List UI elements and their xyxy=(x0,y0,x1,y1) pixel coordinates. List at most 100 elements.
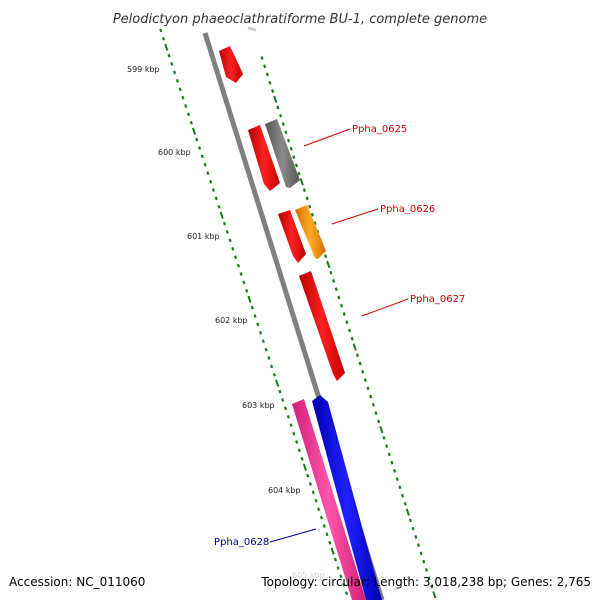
minor-tick xyxy=(345,320,349,325)
minor-tick xyxy=(398,485,402,490)
minor-tick xyxy=(178,87,182,92)
minor-tick xyxy=(206,171,210,176)
minor-tick xyxy=(258,330,263,335)
minor-tick xyxy=(228,238,232,243)
gene-label-ppha-0628[interactable]: Ppha_0628 xyxy=(214,537,269,548)
tick-label: 602 kbp xyxy=(215,316,248,325)
minor-tick xyxy=(311,490,315,495)
major-tick xyxy=(275,379,280,387)
gene-features xyxy=(219,46,382,600)
minor-tick xyxy=(314,498,318,503)
minor-tick xyxy=(390,460,394,465)
minor-tick xyxy=(265,72,269,77)
minor-tick xyxy=(305,196,309,201)
minor-tick xyxy=(324,254,328,259)
minor-tick xyxy=(344,591,349,596)
minor-tick xyxy=(283,406,288,411)
minor-tick xyxy=(393,469,397,473)
minor-tick xyxy=(430,584,434,589)
major-tick xyxy=(405,508,410,516)
minor-tick xyxy=(333,557,337,562)
minor-tick xyxy=(281,398,285,402)
minor-tick xyxy=(427,576,431,581)
minor-tick xyxy=(170,62,174,66)
minor-tick xyxy=(300,456,304,461)
minor-tick xyxy=(272,372,276,377)
minor-tick xyxy=(355,353,359,358)
minor-tick xyxy=(222,221,227,226)
gene-red-600[interactable] xyxy=(248,125,280,191)
minor-tick xyxy=(422,559,426,564)
gene-red-599[interactable] xyxy=(219,46,243,83)
minor-tick xyxy=(184,104,188,108)
accession-text: Accession: NC_011060 xyxy=(9,575,145,589)
minor-tick xyxy=(325,532,329,537)
minor-tick xyxy=(264,347,268,352)
major-tick xyxy=(247,295,252,303)
gene-label-ppha-0626[interactable]: Ppha_0626 xyxy=(380,204,435,215)
minor-tick xyxy=(400,493,405,498)
minor-tick xyxy=(308,482,312,486)
minor-tick xyxy=(200,154,204,159)
minor-tick xyxy=(245,288,249,293)
minor-tick xyxy=(256,322,260,327)
minor-tick xyxy=(387,452,391,457)
gene-ppha-0627[interactable] xyxy=(299,271,345,381)
gene-red-601[interactable] xyxy=(278,210,306,263)
outer-tick-ring xyxy=(260,56,437,599)
summary-text: Topology: circular; Length: 3,018,238 bp… xyxy=(260,575,591,589)
minor-tick xyxy=(347,328,352,333)
minor-tick xyxy=(175,78,179,83)
minor-tick xyxy=(286,414,290,419)
minor-tick xyxy=(292,431,296,436)
tick-labels: 599 kbp 600 kbp 601 kbp 602 kbp 603 kbp … xyxy=(127,65,325,580)
major-tick xyxy=(164,43,169,51)
minor-tick xyxy=(211,188,215,192)
minor-tick xyxy=(289,146,293,151)
minor-tick xyxy=(195,137,199,142)
minor-tick xyxy=(308,204,312,209)
minor-tick xyxy=(214,196,218,201)
map-title: Pelodictyon phaeoclathratiforme BU-1, co… xyxy=(113,12,487,27)
minor-tick xyxy=(292,155,296,159)
gene-ppha-0625[interactable] xyxy=(265,119,300,188)
minor-tick xyxy=(339,574,343,579)
minor-tick xyxy=(329,270,333,275)
minor-tick xyxy=(322,524,326,528)
tick-label: 601 kbp xyxy=(187,232,220,241)
minor-tick xyxy=(419,551,423,556)
minor-tick xyxy=(209,179,213,184)
minor-tick xyxy=(250,305,254,310)
minor-tick xyxy=(342,312,346,316)
gene-ppha-0628[interactable] xyxy=(292,399,366,600)
gene-blue-603[interactable] xyxy=(312,395,382,600)
minor-tick xyxy=(234,255,238,260)
minor-tick xyxy=(198,146,202,150)
tick-label: 600 kbp xyxy=(158,148,191,157)
gene-ppha-0626[interactable] xyxy=(295,205,326,259)
gene-leaders xyxy=(269,128,409,543)
gene-label-ppha-0625[interactable]: Ppha_0625 xyxy=(352,124,407,135)
minor-tick xyxy=(271,89,275,93)
minor-tick xyxy=(342,582,346,587)
minor-tick xyxy=(279,113,283,118)
tick-label: 605 kbp xyxy=(292,571,325,580)
minor-tick xyxy=(260,56,264,60)
minor-tick xyxy=(411,526,415,531)
major-tick xyxy=(299,178,304,186)
minor-tick xyxy=(297,171,301,176)
minor-tick xyxy=(189,120,193,125)
minor-tick xyxy=(328,540,332,545)
minor-tick xyxy=(297,448,301,453)
major-tick xyxy=(219,211,224,219)
minor-tick xyxy=(382,435,386,440)
inner-tick-ring xyxy=(159,28,349,596)
minor-tick xyxy=(369,394,373,399)
minor-tick xyxy=(278,389,282,394)
gene-label-ppha-0627[interactable]: Ppha_0627 xyxy=(410,294,465,305)
minor-tick xyxy=(363,378,367,382)
minor-tick xyxy=(350,336,354,341)
gene-labels: Ppha_0625 Ppha_0626 Ppha_0627 Ppha_0628 xyxy=(214,124,465,548)
minor-tick xyxy=(340,303,344,308)
